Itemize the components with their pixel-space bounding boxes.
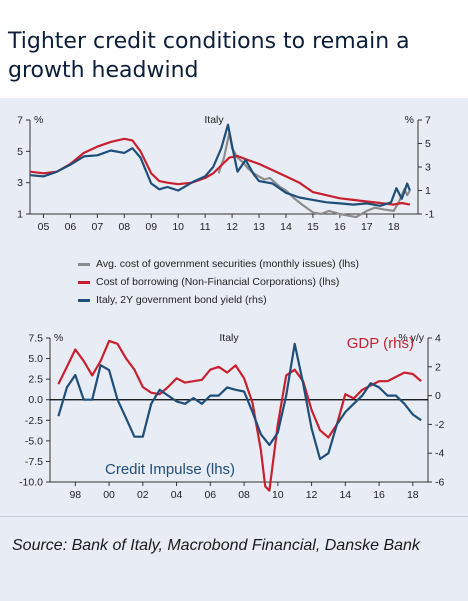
legend-swatch-gov-securities xyxy=(78,262,90,266)
x-tick-label: 12 xyxy=(306,489,318,501)
right-tick-label: -6 xyxy=(435,477,444,489)
legend-item-cost-borrowing: Cost of borrowing (Non-Financial Corpora… xyxy=(78,276,339,288)
legend-item-gov-securities: Avg. cost of government securities (mont… xyxy=(78,258,359,270)
legend-label-bond-yield: Italy, 2Y government bond yield (rhs) xyxy=(96,294,267,306)
chart-title: Italy xyxy=(219,332,239,344)
legend-label-cost-borrowing: Cost of borrowing (Non-Financial Corpora… xyxy=(96,276,340,288)
x-tick-label: 15 xyxy=(307,221,319,233)
right-tick-label: 3 xyxy=(425,162,431,174)
right-tick-label: -1 xyxy=(425,209,434,221)
x-tick-label: 12 xyxy=(226,221,238,233)
right-tick-label: 1 xyxy=(425,185,431,197)
x-tick-label: 16 xyxy=(334,221,346,233)
x-tick-label: 14 xyxy=(339,489,351,501)
credit-impulse-annotation: Credit Impulse (lhs) xyxy=(105,461,235,478)
left-unit-label: % xyxy=(54,332,63,344)
right-tick-label: -2 xyxy=(435,419,444,431)
x-tick-label: 06 xyxy=(65,221,77,233)
x-tick-label: 13 xyxy=(253,221,265,233)
x-tick-label: 14 xyxy=(280,221,292,233)
x-tick-label: 11 xyxy=(200,221,211,233)
right-tick-label: 5 xyxy=(425,138,431,150)
left-tick-label: 2.5 xyxy=(28,374,43,386)
gdp-annotation: GDP (rhs) xyxy=(347,335,414,352)
x-tick-label: 18 xyxy=(407,489,419,501)
left-tick-label: -2.5 xyxy=(25,415,43,427)
x-tick-label: 06 xyxy=(204,489,216,501)
x-tick-label: 17 xyxy=(361,221,373,233)
chart-title: Italy xyxy=(204,114,224,126)
page-title: Tighter credit conditions to remain a gr… xyxy=(8,29,410,83)
left-tick-label: -7.5 xyxy=(25,456,43,468)
right-tick-label: -4 xyxy=(435,448,444,460)
x-tick-label: 02 xyxy=(137,489,149,501)
series-line-1-0 xyxy=(57,339,422,492)
series-line-0-2 xyxy=(29,123,411,207)
x-tick-label: 08 xyxy=(238,489,250,501)
left-tick-label: 3 xyxy=(17,177,23,189)
legend-item-bond-yield: Italy, 2Y government bond yield (rhs) xyxy=(78,294,267,306)
source-text: Source: Bank of Italy, Macrobond Financi… xyxy=(12,537,420,554)
series-line-0-1 xyxy=(29,137,411,206)
right-tick-label: 7 xyxy=(425,115,431,127)
x-tick-label: 16 xyxy=(373,489,385,501)
legend-swatch-cost-borrowing xyxy=(78,280,90,284)
left-tick-label: 0.0 xyxy=(28,394,43,406)
legend-swatch-bond-yield xyxy=(78,298,90,302)
legend-label-gov-securities: Avg. cost of government securities (mont… xyxy=(96,258,359,270)
source-box: Source: Bank of Italy, Macrobond Financi… xyxy=(0,516,468,601)
right-unit-label: % y/y xyxy=(398,332,424,344)
right-tick-label: 0 xyxy=(435,390,441,402)
chart-panel: 7 5 3 1 7 5 3 1 -1 05 06 07 08 09 10 11 12 13 14 15 16 17 18%%… xyxy=(0,98,468,516)
right-tick-label: 4 xyxy=(435,333,441,345)
left-tick-label: -5.0 xyxy=(25,435,43,447)
series-line-1-1 xyxy=(57,342,422,461)
left-tick-label: 1 xyxy=(17,209,23,221)
series-line-0-0 xyxy=(217,131,411,219)
right-unit-label: % xyxy=(405,114,414,126)
left-unit-label: % xyxy=(34,114,43,126)
x-tick-label: 04 xyxy=(171,489,183,501)
x-tick-label: 08 xyxy=(118,221,130,233)
left-tick-label: 7 xyxy=(17,115,23,127)
right-tick-label: 2 xyxy=(435,361,441,373)
left-tick-label: -10.0 xyxy=(19,477,43,489)
x-tick-label: 18 xyxy=(388,221,400,233)
x-tick-label: 98 xyxy=(69,489,81,501)
x-tick-label: 10 xyxy=(172,221,184,233)
x-tick-label: 05 xyxy=(38,221,50,233)
x-tick-label: 07 xyxy=(92,221,104,233)
x-tick-label: 09 xyxy=(145,221,157,233)
x-tick-label: 10 xyxy=(272,489,284,501)
x-tick-label: 00 xyxy=(103,489,115,501)
left-tick-label: 5.0 xyxy=(28,353,43,365)
left-tick-label: 5 xyxy=(17,146,23,158)
left-tick-label: 7.5 xyxy=(28,333,43,345)
